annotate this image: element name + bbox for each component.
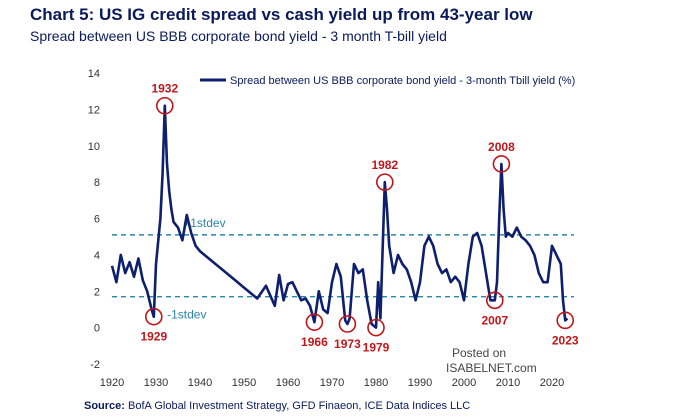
watermark-line1: Posted on	[452, 346, 506, 360]
annotation-label: 2023	[552, 333, 579, 347]
annotation-circle	[492, 155, 511, 173]
y-tick-label: 8	[94, 177, 100, 189]
annotation-label: 2008	[488, 140, 515, 154]
annotation-circle	[556, 311, 575, 330]
legend: Spread between US BBB corporate bond yie…	[200, 75, 575, 87]
annotation-label: 1966	[301, 335, 328, 349]
reference-lines: +1stdev -1stdev	[112, 216, 574, 322]
series-line	[110, 104, 569, 329]
y-tick-label: 14	[88, 68, 100, 80]
x-tick-label: 1940	[188, 377, 212, 389]
annotation-label: 1932	[151, 82, 178, 96]
annotation-label: 2007	[481, 313, 508, 327]
x-tick-label: 1950	[232, 377, 256, 389]
source-label: Source:	[84, 400, 125, 412]
y-tick-label: 2	[94, 286, 100, 298]
watermark: Posted on ISABELNET.com	[446, 346, 537, 375]
legend-label: Spread between US BBB corporate bond yie…	[230, 75, 575, 87]
x-tick-label: 1930	[144, 377, 168, 389]
x-tick-label: 1990	[408, 377, 432, 389]
y-tick-label: -2	[90, 359, 100, 371]
y-tick-label: 10	[88, 141, 100, 153]
x-tick-label: 1960	[276, 377, 300, 389]
annotation-circle	[338, 315, 357, 333]
annotation-circle	[156, 96, 174, 115]
y-tick-label: 6	[94, 214, 100, 226]
reference-line-label: -1stdev	[167, 308, 206, 322]
watermark-line2: ISABELNET.com	[446, 361, 537, 375]
annotation-circle	[367, 318, 385, 337]
annotation-label: 1929	[140, 330, 167, 344]
annotation-label: 1979	[363, 341, 390, 355]
y-tick-label: 0	[94, 323, 100, 335]
axis-ticks: -2 0 2 4 6 8 10 12 14 1920 1930 1940 1950 1960 1970 198…	[88, 68, 564, 389]
x-tick-label: 1970	[320, 377, 344, 389]
y-tick-label: 12	[88, 104, 100, 116]
x-tick-label: 1920	[100, 377, 124, 389]
source-text: BofA Global Investment Strategy, GFD Fin…	[128, 400, 471, 412]
annotation-circle	[375, 173, 394, 191]
reference-line-label: +1stdev	[183, 216, 225, 230]
annotation-label: 1973	[334, 337, 361, 351]
annotation-label: 1982	[371, 158, 398, 172]
source-note: Source: BofA Global Investment Strategy,…	[84, 400, 470, 412]
chart-subtitle: Spread between US BBB corporate bond yie…	[30, 28, 447, 44]
chart-title: Chart 5: US IG credit spread vs cash yie…	[30, 5, 533, 24]
annotation-circle	[485, 291, 504, 310]
annotation-circle	[145, 307, 163, 326]
x-tick-label: 2000	[452, 377, 476, 389]
x-tick-label: 2010	[496, 377, 520, 389]
x-tick-label: 2020	[540, 377, 564, 389]
y-tick-label: 4	[94, 250, 100, 262]
annotations: 1932 1929 1966 1973 1979 1982 2007 2008 2023	[140, 82, 578, 355]
annotation-circle	[305, 313, 324, 331]
x-tick-label: 1980	[364, 377, 388, 389]
